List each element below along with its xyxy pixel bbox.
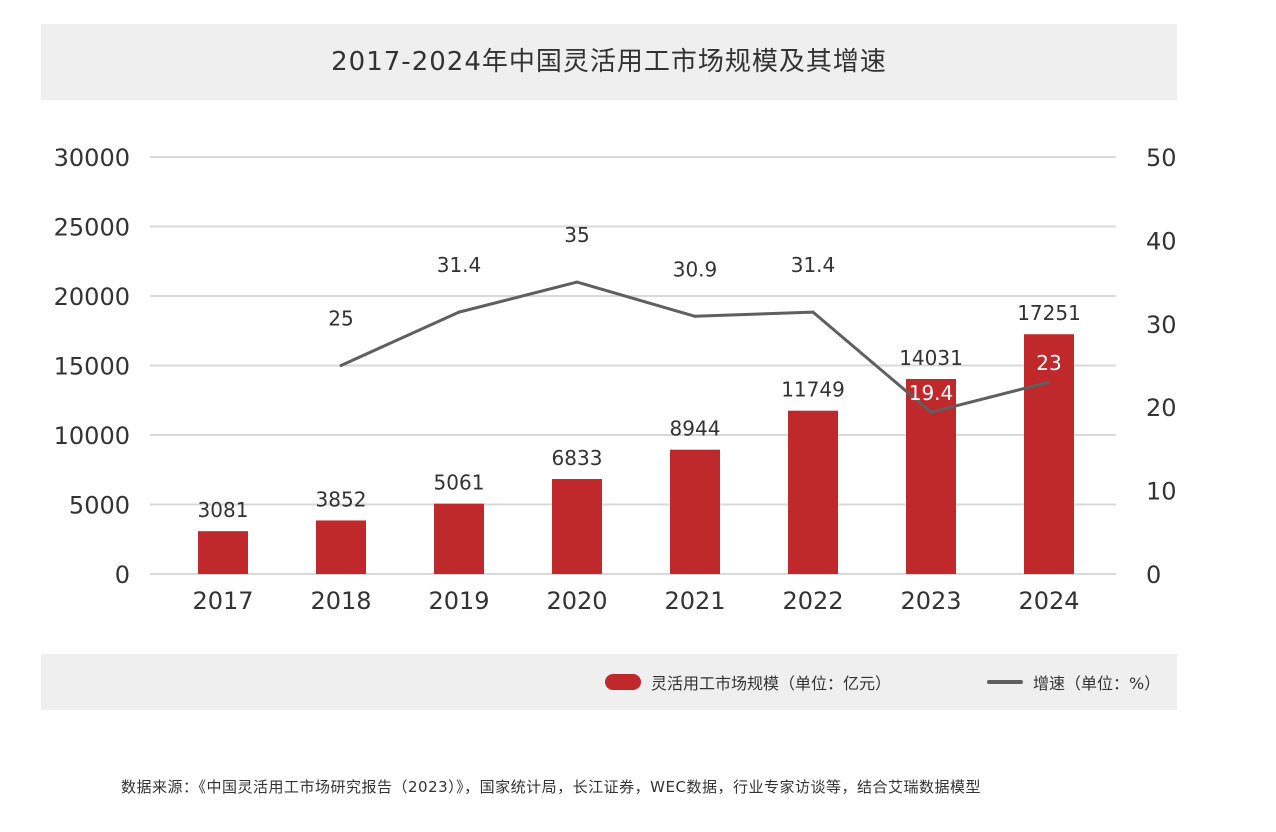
y-right-tick-label: 20	[1146, 394, 1177, 422]
growth-rate-label: 23	[1036, 351, 1061, 375]
growth-rate-point	[575, 280, 579, 284]
growth-rate-point	[457, 310, 461, 314]
bar	[788, 410, 838, 574]
y-left-tick-label: 20000	[54, 283, 130, 311]
growth-rate-point	[929, 410, 933, 414]
legend: 灵活用工市场规模（单位：亿元） 增速（单位：%）	[41, 654, 1177, 710]
bar	[670, 449, 720, 574]
growth-rate-label: 30.9	[673, 257, 718, 281]
chart-title: 2017-2024年中国灵活用工市场规模及其增速	[331, 47, 887, 77]
growth-rate-label: 25	[328, 307, 353, 331]
growth-rate-point	[1047, 380, 1051, 384]
x-tick-label: 2021	[664, 587, 725, 615]
legend-line-label: 增速（单位：%）	[1033, 674, 1161, 693]
bar-value-label: 3852	[316, 487, 367, 511]
y-right-tick-label: 10	[1146, 478, 1177, 506]
bar-value-label: 14031	[899, 346, 963, 370]
legend-line-swatch	[987, 680, 1023, 684]
bar-value-label: 8944	[670, 417, 721, 441]
bar	[1024, 334, 1074, 574]
x-tick-label: 2022	[782, 587, 843, 615]
bar	[552, 479, 602, 574]
data-source-note: 数据来源：《中国灵活用工市场研究报告（2023）》，国家统计局，长江证券，WEC…	[121, 778, 981, 796]
y-left-tick-label: 5000	[69, 492, 130, 520]
growth-rate-label: 35	[564, 223, 589, 247]
legend-item-growth-rate: 增速（单位：%）	[987, 654, 1160, 710]
x-tick-label: 2018	[310, 587, 371, 615]
growth-rate-label: 19.4	[909, 381, 954, 405]
y-left-tick-label: 30000	[54, 144, 130, 172]
x-tick-label: 2017	[192, 587, 253, 615]
bar	[434, 503, 484, 574]
bar-value-label: 3081	[198, 498, 249, 522]
bar-value-label: 17251	[1017, 301, 1081, 325]
x-tick-label: 2024	[1018, 587, 1079, 615]
y-left-tick-label: 15000	[54, 353, 130, 381]
growth-rate-point	[339, 364, 343, 367]
y-right-tick-label: 40	[1146, 227, 1177, 255]
x-tick-label: 2019	[428, 587, 489, 615]
legend-bar-label: 灵活用工市场规模（单位：亿元）	[651, 674, 892, 693]
growth-rate-point	[693, 314, 697, 318]
y-right-tick-label: 30	[1146, 311, 1177, 339]
legend-bar-swatch	[605, 674, 641, 690]
growth-rate-label: 31.4	[437, 253, 482, 277]
y-left-tick-label: 10000	[54, 422, 130, 450]
bar-value-label: 5061	[434, 471, 485, 495]
x-tick-label: 2023	[900, 587, 961, 615]
x-tick-label: 2020	[546, 587, 607, 615]
bar-value-label: 6833	[552, 446, 603, 470]
y-right-tick-label: 50	[1146, 144, 1177, 172]
y-right-tick-label: 0	[1146, 561, 1161, 589]
growth-rate-label: 31.4	[791, 253, 836, 277]
bar	[316, 520, 366, 574]
bar-value-label: 11749	[781, 378, 845, 402]
title-bar: 2017-2024年中国灵活用工市场规模及其增速	[41, 24, 1177, 100]
bar	[198, 531, 248, 574]
combo-chart: 0 5000 10000 15000 20000 25000 30000 0 10 20 30 40 5…	[54, 144, 1177, 615]
y-left-tick-label: 25000	[54, 214, 130, 242]
y-left-tick-label: 0	[115, 561, 130, 589]
legend-item-market-size: 灵活用工市场规模（单位：亿元）	[605, 654, 891, 710]
growth-rate-point	[811, 310, 815, 314]
